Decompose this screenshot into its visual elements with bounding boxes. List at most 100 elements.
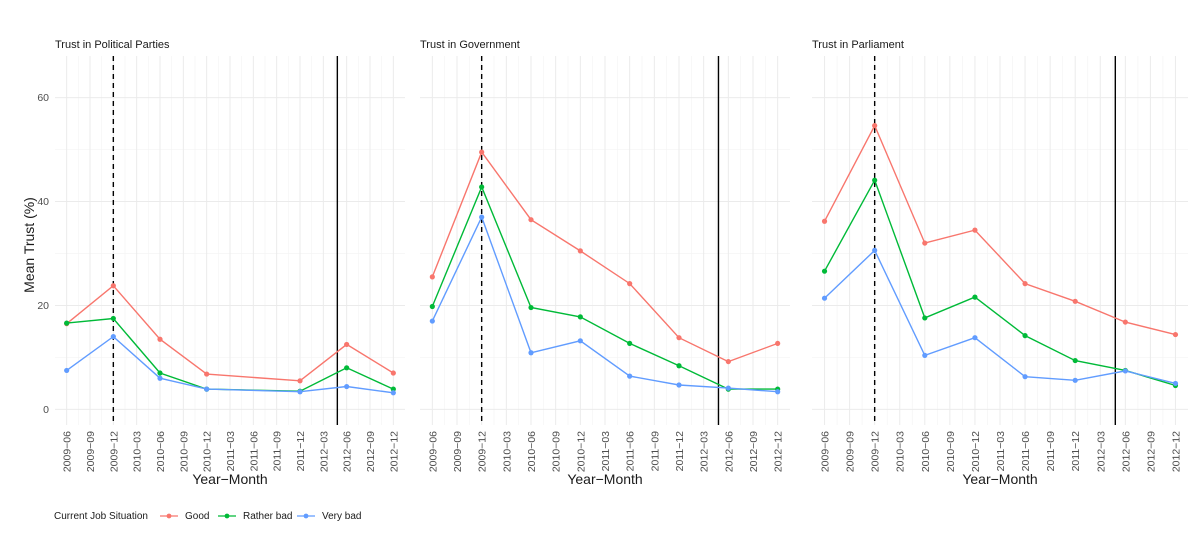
legend-item-rather-bad: Rather bad: [218, 511, 292, 522]
x-tick-label: 2010−03: [895, 431, 907, 472]
data-point-good: [204, 371, 210, 377]
legend-key-point-very-bad: [303, 513, 309, 519]
data-point-good: [1122, 319, 1128, 325]
x-tick-label: 2012−06: [1120, 431, 1132, 472]
data-point-very-bad: [390, 390, 396, 396]
y-tick-label: 0: [43, 404, 49, 416]
y-tick-label: 40: [37, 196, 49, 208]
data-point-rather-bad: [64, 320, 70, 326]
x-tick-label: 2010−09: [178, 431, 190, 472]
x-tick-label: 2011−12: [295, 431, 307, 472]
panel-trust-in-parliament: Trust in Parliament 2009−06 2009−09 2009−12…: [812, 39, 1188, 472]
data-point-rather-bad: [110, 315, 116, 322]
grid-trust-in-parliament: [812, 56, 1188, 425]
data-point-good: [676, 335, 682, 341]
data-point-rather-bad: [344, 365, 350, 371]
data-point-rather-bad: [577, 314, 583, 320]
panel-title-trust-in-political-parties: Trust in Political Parties: [55, 39, 170, 51]
data-point-good: [390, 370, 396, 376]
x-tick-label: 2009−06: [62, 431, 74, 472]
data-point-good: [627, 281, 633, 287]
legend-item-good: Good: [160, 511, 209, 522]
data-point-very-bad: [1072, 377, 1078, 383]
x-tick-label: 2010−12: [575, 431, 587, 472]
data-point-very-bad: [429, 318, 435, 324]
series-line-good: [431, 150, 778, 363]
data-point-good: [725, 358, 731, 365]
y-tick-label: 60: [37, 92, 49, 104]
legend-item-very-bad: Very bad: [297, 511, 361, 522]
data-point-good: [1172, 331, 1179, 338]
x-tick-label: 2011−03: [995, 431, 1007, 472]
panel-title-trust-in-parliament: Trust in Parliament: [812, 39, 904, 51]
x-axis-title-government: Year−Month: [567, 471, 642, 487]
x-tick-label: 2009−12: [108, 431, 120, 472]
x-tick-label: 2009−09: [85, 431, 97, 472]
x-tick-label: 2010−12: [202, 431, 214, 472]
x-tick-label: 2012−12: [388, 431, 400, 472]
grid-trust-in-government: [420, 56, 790, 425]
data-point-very-bad: [821, 295, 828, 301]
data-point-good: [577, 248, 583, 254]
data-point-very-bad: [297, 389, 303, 395]
data-point-rather-bad: [429, 303, 435, 310]
x-tick-label: 2009−06: [820, 431, 832, 472]
data-point-very-bad: [627, 373, 633, 379]
data-point-rather-bad: [627, 340, 633, 347]
x-tick-label: 2011−06: [1020, 431, 1032, 472]
x-tick-label: 2012−06: [723, 431, 735, 472]
series-line-good: [823, 123, 1176, 336]
data-point-very-bad: [1122, 368, 1128, 374]
data-point-good: [872, 123, 878, 129]
data-point-very-bad: [344, 383, 350, 390]
x-axis-title-political-parties: Year−Month: [192, 471, 267, 487]
data-point-rather-bad: [157, 370, 163, 376]
data-point-good: [1072, 298, 1078, 304]
panel-trust-in-political-parties: Trust in Political Parties 0 20 40 60 2009−06…: [37, 39, 405, 472]
x-tick-label: 2010−03: [132, 431, 144, 472]
x-tick-label: 2012−03: [318, 431, 330, 472]
data-point-good: [110, 283, 116, 289]
x-tick-label: 2012−03: [1095, 431, 1107, 472]
panels-layer: Trust in Political Parties 0 20 40 60 2009−06…: [37, 39, 1188, 472]
x-tick-label: 2009−09: [845, 431, 857, 472]
x-tick-label: 2010−06: [155, 431, 167, 472]
x-tick-label: 2012−12: [1170, 431, 1182, 472]
x-tick-label: 2012−09: [1145, 431, 1157, 472]
y-tick-label: 20: [37, 300, 49, 312]
x-tick-label: 2009−06: [427, 431, 439, 472]
x-tick-label: 2010−06: [920, 431, 932, 472]
legend-key-point-good: [166, 513, 172, 519]
x-tick-label: 2012−12: [773, 431, 785, 472]
legend: Current Job Situation Good Rather bad Ve…: [54, 511, 361, 522]
data-point-rather-bad: [922, 315, 928, 321]
x-tick-label: 2011−12: [1070, 431, 1082, 472]
data-point-rather-bad: [972, 294, 978, 300]
data-point-rather-bad: [1072, 357, 1078, 364]
legend-label-very-bad: Very bad: [322, 511, 361, 522]
data-point-rather-bad: [390, 386, 396, 392]
data-point-good: [429, 274, 435, 280]
data-point-very-bad: [775, 389, 781, 395]
x-tick-label: 2010−09: [945, 431, 957, 472]
data-point-very-bad: [922, 352, 928, 358]
data-point-good: [157, 336, 163, 342]
series-line-rather-bad: [431, 185, 778, 390]
data-point-very-bad: [110, 334, 116, 340]
data-point-very-bad: [479, 214, 485, 220]
data-point-very-bad: [676, 382, 682, 388]
x-tick-label: 2011−12: [674, 431, 686, 472]
data-point-good: [344, 341, 350, 348]
data-point-very-bad: [972, 335, 978, 341]
x-tick-label: 2011−06: [625, 431, 637, 472]
y-axis-title: Mean Trust (%): [21, 197, 37, 293]
data-point-very-bad: [872, 247, 878, 253]
data-point-very-bad: [64, 367, 70, 374]
x-tick-label: 2009−12: [477, 431, 489, 472]
x-tick-label: 2010−06: [526, 431, 538, 472]
data-point-good: [1022, 281, 1028, 287]
x-tick-label: 2011−09: [272, 431, 284, 472]
data-point-very-bad: [528, 350, 534, 356]
x-tick-label: 2009−12: [870, 431, 882, 472]
data-point-rather-bad: [676, 363, 682, 369]
